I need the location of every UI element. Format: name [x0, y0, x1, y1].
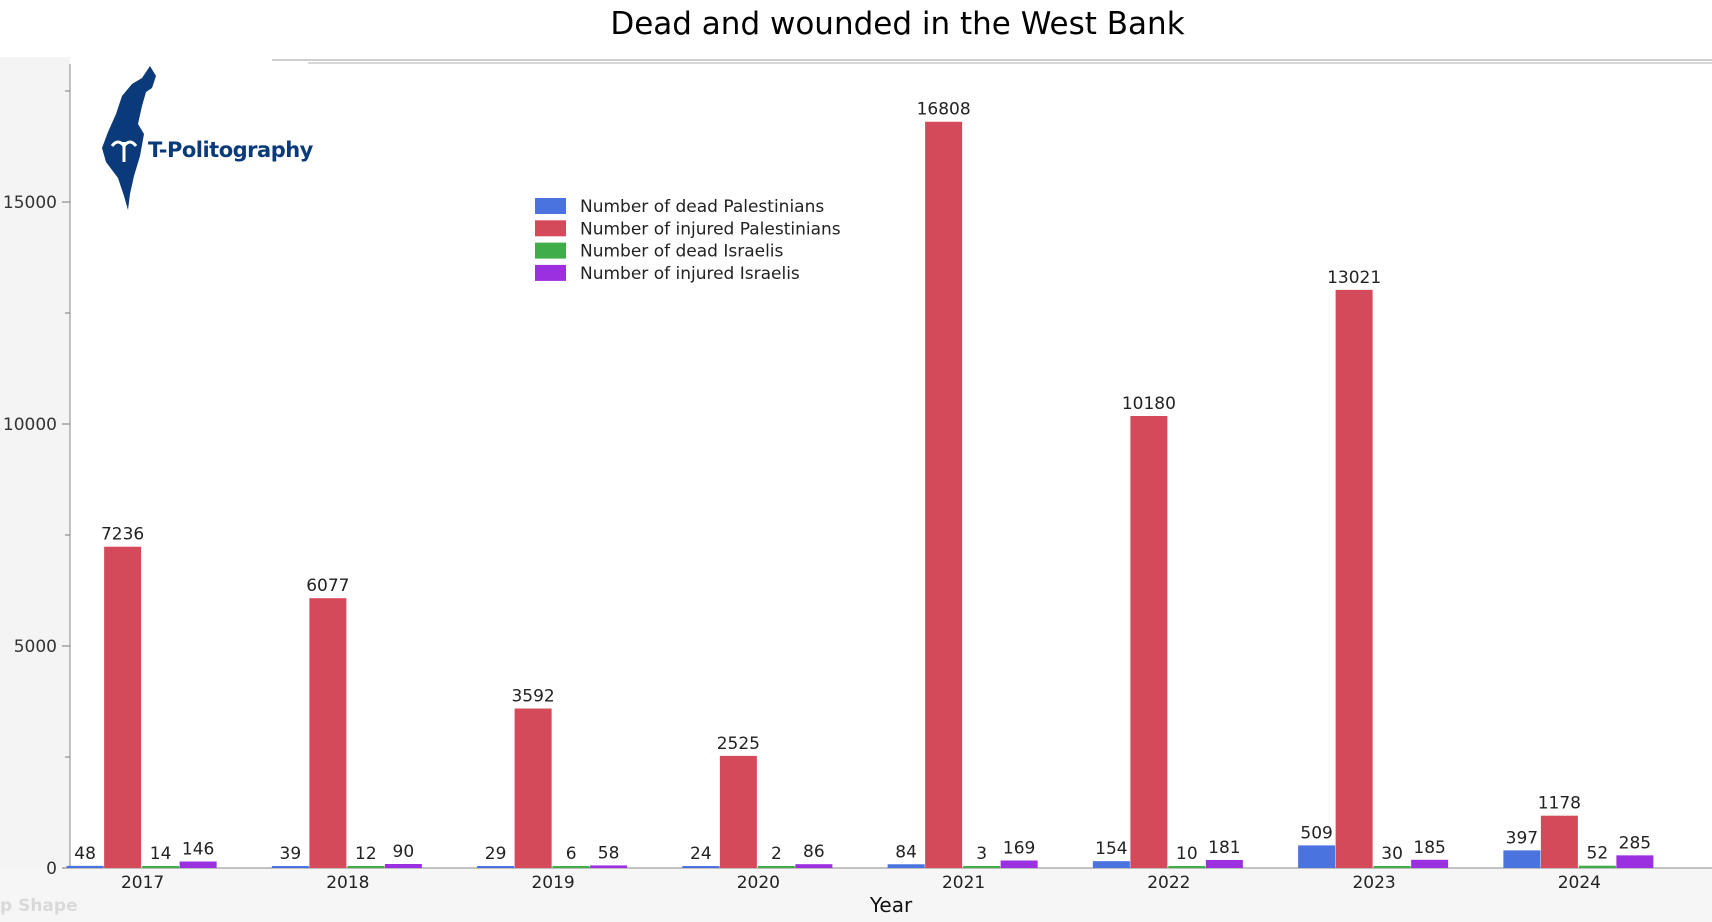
data-labels: 48 7236 14 146 39 6077 12 90 29 3592 6 58 24 2525 2 86 8…	[74, 100, 1651, 864]
data-label: 16808	[917, 100, 971, 120]
logo: T-Politography	[100, 66, 313, 216]
data-label: 30	[1381, 844, 1403, 864]
chart-title: Dead and wounded in the West Bank	[610, 6, 1185, 42]
legend-label: Number of dead Israelis	[580, 242, 784, 262]
bar	[1373, 866, 1411, 868]
x-tick-label: 2017	[121, 873, 164, 893]
legend-label: Number of injured Palestinians	[580, 219, 841, 239]
legend-label: Number of injured Israelis	[580, 264, 800, 284]
bar	[66, 865, 104, 868]
data-label: 13021	[1327, 268, 1381, 288]
data-label: 3	[976, 844, 987, 864]
data-label: 6	[566, 844, 577, 864]
data-label: 169	[1003, 838, 1035, 858]
x-tick-label: 2023	[1352, 873, 1395, 893]
y-tick-label: 10000	[3, 415, 57, 435]
bar	[179, 861, 217, 868]
plot-bottom-margin	[0, 868, 1712, 922]
data-label: 12	[355, 844, 377, 864]
bar	[1205, 859, 1243, 868]
bar	[1540, 815, 1578, 868]
bar	[347, 866, 385, 868]
x-tick-label: 2018	[326, 873, 369, 893]
x-axis-title: Year	[869, 893, 913, 917]
y-tick-label: 5000	[14, 637, 57, 657]
bar	[1616, 855, 1654, 868]
data-label: 397	[1506, 828, 1538, 848]
y-tick-label: 0	[46, 859, 57, 879]
bar	[887, 864, 925, 868]
data-label: 2	[771, 844, 782, 864]
data-label: 14	[150, 844, 172, 864]
data-label: 509	[1300, 823, 1332, 843]
legend-swatch	[535, 220, 566, 237]
data-label: 154	[1095, 839, 1127, 859]
legend-swatch	[535, 242, 566, 259]
data-label: 29	[485, 844, 507, 864]
x-tick-label: 2021	[942, 873, 985, 893]
bar	[925, 121, 963, 869]
bar	[1000, 860, 1038, 868]
bar	[514, 708, 552, 868]
bar	[1578, 865, 1616, 868]
bar	[1092, 861, 1130, 868]
data-label: 181	[1208, 838, 1240, 858]
x-tick-label: 2019	[531, 873, 574, 893]
data-label: 285	[1619, 833, 1651, 853]
bar	[1411, 859, 1449, 868]
bar	[757, 866, 795, 868]
data-label: 185	[1413, 838, 1445, 858]
bar	[1335, 289, 1373, 868]
title-divider-shadow	[308, 62, 1712, 64]
bars	[66, 121, 1654, 869]
bar	[795, 864, 833, 868]
x-tick-label: 2020	[737, 873, 780, 893]
logo-text: T-Politography	[148, 138, 313, 162]
bar	[384, 864, 422, 868]
data-label: 10180	[1122, 394, 1176, 414]
x-tick-label: 2022	[1147, 873, 1190, 893]
data-label: 3592	[511, 687, 554, 707]
y-tick-label: 15000	[3, 193, 57, 213]
data-label: 90	[393, 842, 415, 862]
data-label: 58	[598, 843, 620, 863]
legend-swatch	[535, 198, 566, 214]
data-label: 39	[280, 844, 302, 864]
legend-label: Number of dead Palestinians	[580, 197, 824, 217]
legend-swatch	[535, 264, 566, 281]
bar	[1298, 845, 1336, 868]
bar	[963, 866, 1001, 868]
bar	[682, 866, 720, 868]
data-label: 146	[182, 840, 214, 860]
bar	[1168, 866, 1206, 868]
background-toolbar-text: p Shape	[0, 896, 78, 916]
data-label: 6077	[306, 576, 349, 596]
bar	[271, 866, 309, 868]
data-label: 86	[803, 842, 825, 862]
bar	[104, 546, 142, 868]
data-label: 84	[895, 842, 917, 862]
bar	[309, 598, 347, 868]
map-logo-icon	[102, 66, 156, 210]
data-label: 2525	[717, 734, 760, 754]
x-tick-label: 2024	[1558, 873, 1601, 893]
title-divider	[272, 59, 1712, 61]
bar	[1130, 416, 1168, 868]
bar	[552, 866, 590, 868]
data-label: 7236	[101, 525, 144, 545]
data-label: 10	[1176, 844, 1198, 864]
bar	[590, 865, 628, 868]
bar	[142, 866, 180, 868]
data-label: 1178	[1538, 794, 1581, 814]
data-label: 48	[74, 844, 96, 864]
data-label: 52	[1587, 844, 1609, 864]
plot-left-margin	[0, 57, 70, 922]
data-label: 24	[690, 844, 712, 864]
bar	[1503, 850, 1541, 868]
bar	[719, 755, 757, 868]
bar	[477, 866, 515, 868]
